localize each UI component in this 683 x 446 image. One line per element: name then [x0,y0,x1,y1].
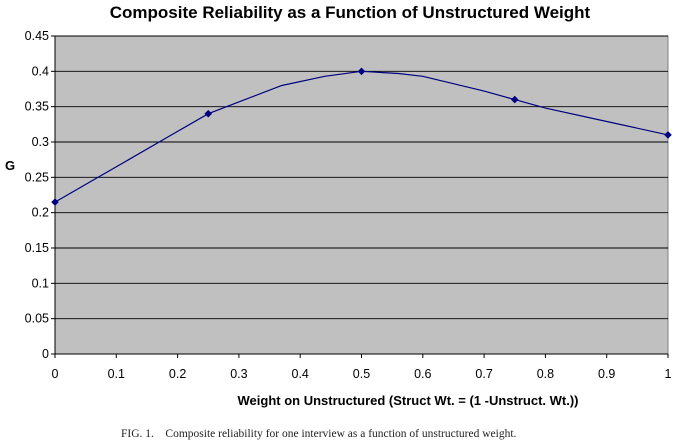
y-tick-label: 0 [42,347,49,361]
plot-area [54,35,669,355]
x-tick-label: 0.5 [353,367,370,381]
y-tick-label: 0.3 [32,135,49,149]
x-tick-label: 0 [52,367,59,381]
series-group [51,67,672,206]
y-axis-ticks: 0 0.05 0.1 0.15 0.2 0.25 0.3 0.35 0.4 0.45 [25,29,55,361]
data-point-marker [357,67,366,76]
x-tick-label: 0.4 [292,367,309,381]
y-tick-label: 0.1 [32,276,49,290]
data-point-marker [204,109,213,118]
y-tick-label: 0.05 [25,312,49,326]
y-tick-label: 0.25 [25,170,49,184]
y-tick-label: 0.4 [32,64,49,78]
data-point-marker [510,95,519,104]
x-tick-label: 0.7 [475,367,492,381]
x-tick-label: 0.1 [108,367,125,381]
x-tick-label: 0.3 [230,367,247,381]
x-tick-label: 0.8 [537,367,554,381]
x-axis-ticks: 0 0.1 0.2 0.3 0.4 0.5 0.6 0.7 0.8 0.9 1 [52,354,672,381]
x-tick-label: 0.2 [169,367,186,381]
x-tick-label: 0.9 [598,367,615,381]
y-tick-label: 0.45 [25,29,49,43]
x-tick-label: 1 [665,367,672,381]
gridlines [55,35,668,320]
data-point-marker [664,131,672,139]
data-point-marker [51,198,59,206]
series-line [54,70,669,203]
y-tick-label: 0.2 [32,206,49,220]
x-axis-label: Weight on Unstructured (Struct Wt. = (1 … [238,393,579,408]
chart-title: Composite Reliability as a Function of U… [110,3,591,22]
y-tick-label: 0.15 [25,241,49,255]
x-tick-label: 0.6 [414,367,431,381]
y-axis-label: G [5,158,15,173]
y-tick-label: 0.35 [25,100,49,114]
figure-caption: FIG. 1. Composite reliability for one in… [121,428,517,440]
